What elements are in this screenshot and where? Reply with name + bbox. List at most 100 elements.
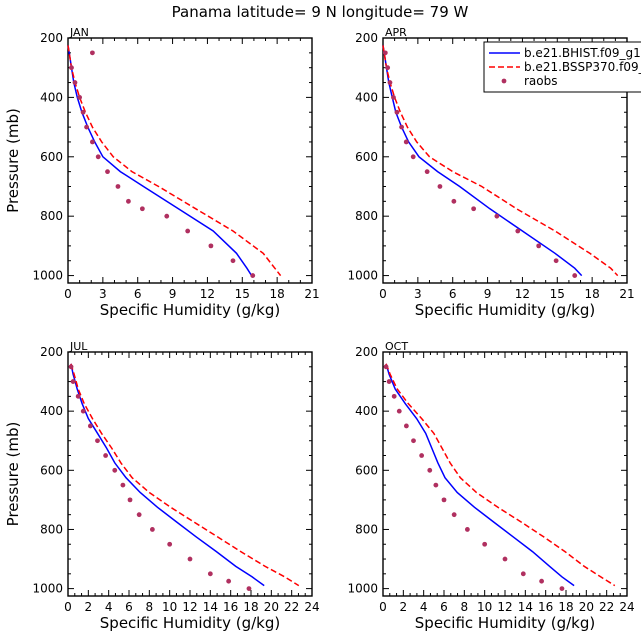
raobs-point	[84, 124, 89, 130]
y-axis-title: Pressure (mb)	[4, 422, 22, 527]
raobs-point	[391, 393, 397, 399]
x-tick-label: 12	[200, 287, 215, 301]
panel-label: OCT	[385, 340, 408, 353]
x-tick-label: 10	[162, 600, 177, 614]
raobs-point	[115, 184, 121, 189]
x-tick-label: 6	[449, 287, 457, 301]
y-tick-label: 800	[40, 522, 63, 536]
x-tick-label: 14	[203, 600, 218, 614]
y-tick-label: 600	[355, 150, 378, 164]
legend-label: b.e21.BHIST.f09_g17	[524, 46, 641, 60]
raobs-point	[464, 527, 470, 532]
raobs-point	[471, 206, 477, 212]
y-tick-label: 400	[355, 90, 378, 104]
raobs-point	[559, 586, 565, 592]
raobs-point	[126, 198, 131, 204]
x-tick-label: 8	[461, 600, 469, 614]
y-tick-label: 600	[40, 463, 63, 477]
x-tick-label: 20	[579, 600, 594, 614]
x-tick-label: 21	[619, 287, 634, 301]
x-tick-label: 3	[414, 287, 422, 301]
x-tick-label: 4	[420, 600, 428, 614]
raobs-point	[139, 206, 145, 212]
raobs-point	[437, 184, 443, 189]
x-axis-title: Specific Humidity (g/kg)	[100, 614, 280, 632]
legend-label: raobs	[524, 74, 558, 88]
x-tick-label: 12	[497, 600, 512, 614]
raobs-point	[127, 497, 133, 503]
raobs-point	[502, 556, 508, 562]
x-tick-label: 12	[515, 287, 530, 301]
x-tick-label: 3	[99, 287, 107, 301]
x-tick-label: 9	[169, 287, 177, 301]
x-tick-label: 2	[400, 600, 408, 614]
y-tick-label: 200	[355, 345, 378, 359]
panel-label: JUL	[69, 340, 88, 353]
raobs-point	[230, 258, 236, 264]
x-tick-label: 0	[379, 287, 387, 301]
raobs-point	[427, 467, 433, 473]
raobs-point	[433, 482, 439, 488]
raobs-point	[68, 364, 74, 370]
raobs-point	[75, 393, 81, 399]
raobs-point	[520, 571, 526, 577]
x-tick-label: 4	[105, 600, 113, 614]
x-tick-label: 6	[440, 600, 448, 614]
y-tick-label: 1000	[32, 582, 63, 596]
x-tick-label: 18	[243, 600, 258, 614]
x-tick-label: 22	[599, 600, 614, 614]
raobs-point	[410, 154, 416, 160]
raobs-point	[515, 228, 521, 234]
x-tick-label: 16	[223, 600, 238, 614]
raobs-point	[120, 482, 126, 488]
bhist-line	[67, 45, 253, 277]
raobs-point	[403, 139, 409, 145]
raobs-point	[536, 243, 542, 249]
raobs-point	[103, 453, 109, 458]
plot-frame	[67, 37, 313, 284]
raobs-point	[419, 453, 425, 458]
y-tick-label: 800	[40, 209, 63, 223]
bhist-line	[70, 363, 265, 587]
plot-frame	[382, 37, 628, 284]
raobs-point	[451, 512, 457, 518]
raobs-point	[572, 273, 578, 278]
x-tick-label: 18	[558, 600, 573, 614]
raobs-point	[424, 169, 430, 175]
raobs-point	[246, 586, 252, 592]
x-tick-label: 6	[134, 287, 142, 301]
x-tick-label: 9	[484, 287, 492, 301]
raobs-point	[80, 408, 86, 414]
y-tick-label: 600	[355, 463, 378, 477]
raobs-point	[80, 109, 86, 115]
raobs-point	[207, 571, 213, 577]
legend-label: b.e21.BSSP370.f09_g17	[524, 60, 641, 74]
figure-title: Panama latitude= 9 N longitude= 79 W	[172, 3, 469, 21]
panel-label: APR	[385, 26, 407, 39]
raobs-point	[441, 497, 447, 503]
x-tick-label: 0	[64, 600, 72, 614]
raobs-point	[451, 198, 457, 204]
raobs-point	[396, 408, 402, 414]
x-tick-label: 15	[235, 287, 250, 301]
y-tick-label: 200	[355, 31, 378, 45]
panel-jan: JAN 0 3 6 9 12 15 18 21 200 400 600 800 1000 Specific …	[4, 26, 320, 319]
raobs-point	[391, 94, 396, 100]
raobs-point	[87, 423, 93, 429]
x-tick-label: 0	[379, 600, 387, 614]
raobs-point	[185, 228, 191, 234]
raobs-point	[226, 578, 232, 584]
x-tick-label: 18	[585, 287, 600, 301]
y-tick-label: 200	[40, 31, 63, 45]
raobs-point	[69, 65, 74, 71]
raobs-point	[77, 94, 83, 100]
raobs-point	[70, 379, 76, 384]
x-tick-label: 20	[264, 600, 279, 614]
y-axis-title: Pressure (mb)	[4, 108, 22, 213]
y-tick-label: 400	[355, 404, 378, 418]
x-axis-title: Specific Humidity (g/kg)	[415, 614, 595, 632]
raobs-point	[95, 154, 101, 160]
x-tick-label: 6	[125, 600, 133, 614]
raobs-point	[411, 438, 416, 444]
